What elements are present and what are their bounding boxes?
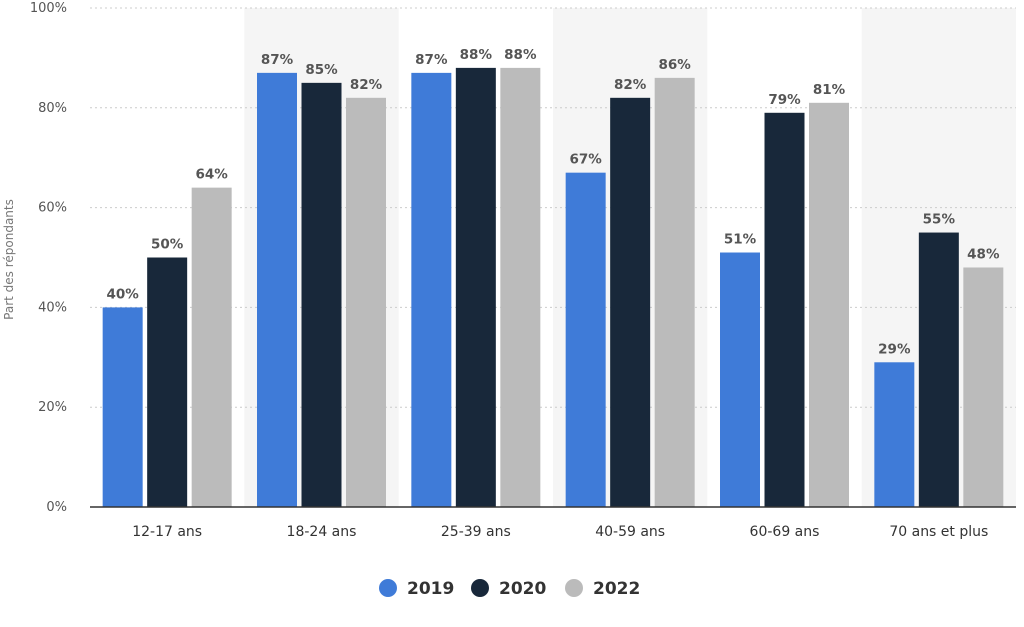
data-label: 85%	[305, 62, 338, 78]
data-label: 81%	[813, 82, 846, 98]
y-axis-title: Part des répondants	[2, 199, 16, 320]
bar-2019-5[interactable]	[874, 362, 915, 507]
bar-2022-5[interactable]	[963, 267, 1004, 507]
legend-marker-2020[interactable]	[471, 579, 489, 597]
data-label: 88%	[504, 47, 537, 63]
bar-2019-1[interactable]	[257, 72, 297, 508]
data-label: 40%	[107, 286, 140, 302]
y-tick-label: 100%	[30, 1, 67, 16]
bar-2019-4[interactable]	[720, 252, 760, 507]
bar-2019-0[interactable]	[102, 307, 143, 507]
legend-marker-2019[interactable]	[379, 579, 397, 597]
bar-2022-0[interactable]	[191, 187, 232, 507]
data-label: 82%	[614, 77, 647, 93]
bar-2020-0[interactable]	[147, 257, 188, 508]
bar-2020-1[interactable]	[301, 82, 342, 507]
bar-2020-5[interactable]	[918, 232, 959, 508]
data-label: 29%	[878, 341, 911, 357]
data-label: 48%	[967, 246, 1000, 262]
y-tick-label: 20%	[38, 400, 67, 415]
bar-2020-2[interactable]	[455, 67, 496, 507]
data-label: 50%	[151, 237, 184, 253]
y-tick-label: 80%	[38, 101, 67, 116]
data-label: 67%	[570, 152, 603, 168]
data-label: 86%	[659, 57, 692, 73]
bar-2022-1[interactable]	[346, 97, 386, 507]
bar-2020-4[interactable]	[764, 112, 805, 507]
y-tick-label: 40%	[38, 300, 67, 315]
x-tick-label: 12-17 ans	[132, 524, 202, 540]
x-tick-label: 40-59 ans	[595, 524, 665, 540]
data-label: 87%	[261, 52, 294, 68]
x-tick-label: 70 ans et plus	[889, 524, 988, 540]
legend-label-2022[interactable]: 2022	[593, 579, 640, 599]
legend-label-2019[interactable]: 2019	[407, 579, 454, 599]
bar-2022-2[interactable]	[500, 67, 541, 507]
x-tick-label: 60-69 ans	[750, 524, 820, 540]
x-tick-label: 18-24 ans	[287, 524, 357, 540]
data-label: 64%	[196, 167, 229, 183]
data-label: 51%	[724, 232, 757, 248]
data-label: 55%	[923, 212, 956, 228]
data-label: 88%	[460, 47, 493, 63]
y-tick-label: 0%	[46, 500, 67, 515]
bar-2019-2[interactable]	[411, 72, 452, 508]
data-label: 87%	[415, 52, 448, 68]
bar-2020-3[interactable]	[610, 97, 651, 507]
data-label: 82%	[350, 77, 383, 93]
legend-marker-2022[interactable]	[565, 579, 583, 597]
y-tick-label: 60%	[38, 201, 67, 216]
bar-2022-4[interactable]	[809, 102, 849, 507]
data-label: 79%	[768, 92, 801, 108]
legend-label-2020[interactable]: 2020	[499, 579, 546, 599]
bar-2019-3[interactable]	[565, 172, 606, 508]
x-tick-label: 25-39 ans	[441, 524, 511, 540]
bar-2022-3[interactable]	[654, 77, 695, 508]
